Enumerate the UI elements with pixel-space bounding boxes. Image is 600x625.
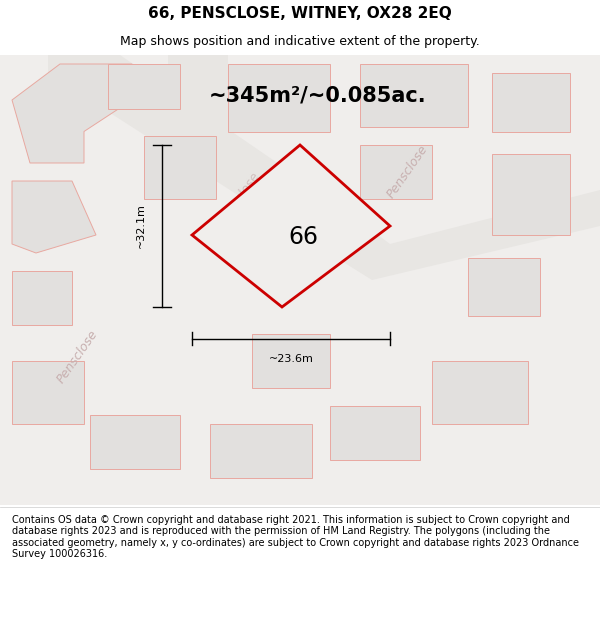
- Polygon shape: [108, 64, 180, 109]
- Polygon shape: [432, 361, 528, 424]
- Polygon shape: [252, 334, 330, 388]
- Polygon shape: [12, 361, 84, 424]
- Polygon shape: [468, 258, 540, 316]
- Text: Pensclose: Pensclose: [55, 328, 101, 386]
- Polygon shape: [192, 145, 390, 307]
- Polygon shape: [228, 64, 330, 131]
- Polygon shape: [210, 424, 312, 478]
- Polygon shape: [492, 154, 570, 235]
- Polygon shape: [12, 271, 72, 325]
- Text: ~345m²/~0.085ac.: ~345m²/~0.085ac.: [209, 86, 427, 106]
- Text: Pensclose: Pensclose: [217, 170, 263, 228]
- Text: Map shows position and indicative extent of the property.: Map shows position and indicative extent…: [120, 35, 480, 48]
- Text: 66: 66: [288, 225, 318, 249]
- Polygon shape: [12, 181, 96, 253]
- Polygon shape: [492, 73, 570, 131]
- Polygon shape: [360, 145, 432, 199]
- Polygon shape: [330, 406, 420, 460]
- Text: Pensclose: Pensclose: [385, 143, 431, 201]
- Polygon shape: [48, 55, 600, 280]
- Polygon shape: [360, 64, 468, 127]
- Text: Contains OS data © Crown copyright and database right 2021. This information is : Contains OS data © Crown copyright and d…: [12, 514, 579, 559]
- Text: 66, PENSCLOSE, WITNEY, OX28 2EQ: 66, PENSCLOSE, WITNEY, OX28 2EQ: [148, 6, 452, 21]
- Polygon shape: [144, 136, 216, 199]
- Polygon shape: [168, 55, 228, 145]
- Text: ~32.1m: ~32.1m: [136, 204, 146, 248]
- Polygon shape: [90, 415, 180, 469]
- Text: ~23.6m: ~23.6m: [269, 354, 313, 364]
- Polygon shape: [12, 64, 132, 163]
